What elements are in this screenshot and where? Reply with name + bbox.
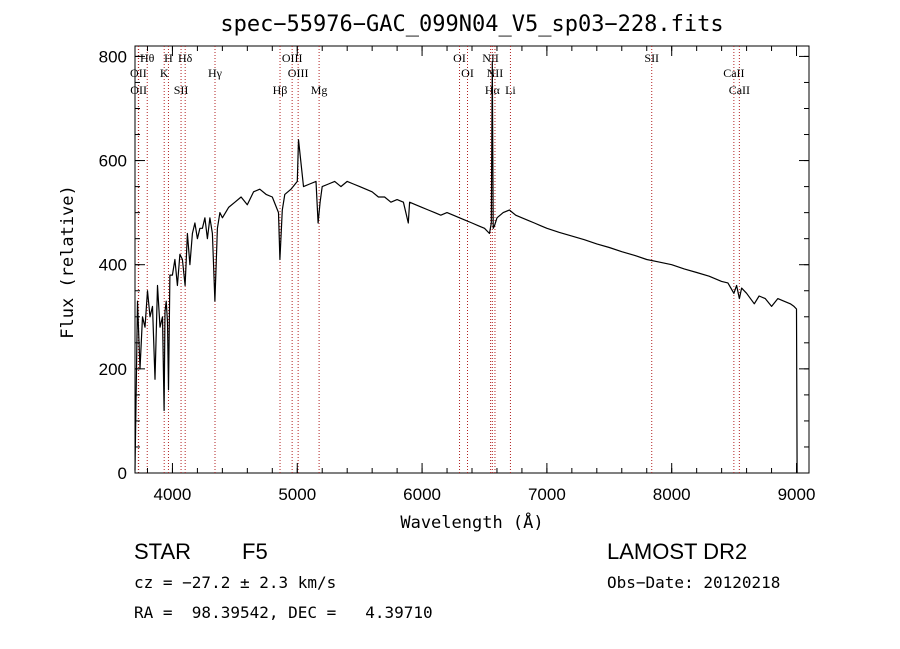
line-label: Hβ xyxy=(273,83,288,97)
line-label: NII xyxy=(487,66,504,80)
line-label: SII xyxy=(174,83,189,97)
spectrum-line xyxy=(134,60,798,474)
line-label: Mg xyxy=(311,83,328,97)
line-label: Hδ xyxy=(178,51,193,65)
x-tick-label: 4000 xyxy=(154,485,192,504)
object-class: STAR xyxy=(134,539,192,564)
redshift-text: cz = −27.2 ± 2.3 km/s xyxy=(134,573,337,592)
line-label: Hθ xyxy=(140,51,155,65)
line-label: Li xyxy=(505,83,516,97)
plot-frame xyxy=(134,45,810,474)
x-tick-label: 8000 xyxy=(653,485,691,504)
plot-area: HθOIIOIIHKSIIHδHγHβOIIIOIIIMgOIOIHαNIINI… xyxy=(99,45,816,504)
line-label: NII xyxy=(482,51,499,65)
x-tick-label: 5000 xyxy=(278,485,316,504)
line-label: OI xyxy=(453,51,466,65)
chart-title: spec−55976−GAC_099N04_V5_sp03−228.fits xyxy=(220,12,723,37)
line-label: SII xyxy=(644,51,659,65)
line-label: OIII xyxy=(282,51,303,65)
line-label: H xyxy=(164,51,173,65)
line-label: OII xyxy=(130,83,147,97)
x-tick-label: 7000 xyxy=(528,485,566,504)
y-tick-label: 200 xyxy=(99,360,127,379)
line-label: OI xyxy=(461,66,474,80)
x-tick-label: 6000 xyxy=(403,485,441,504)
line-label: OIII xyxy=(288,66,309,80)
x-axis-label: Wavelength (Å) xyxy=(400,511,543,533)
y-tick-label: 600 xyxy=(99,152,127,171)
y-axis-label: Flux (relative) xyxy=(58,185,78,339)
obs-date-text: Obs−Date: 20120218 xyxy=(607,573,781,592)
coordinates-text: RA = 98.39542, DEC = 4.39710 xyxy=(134,603,433,622)
y-tick-label: 800 xyxy=(99,47,127,66)
line-label: CaII xyxy=(723,66,744,80)
x-tick-label: 9000 xyxy=(778,485,816,504)
y-tick-label: 0 xyxy=(118,464,127,483)
line-label: CaII xyxy=(729,83,750,97)
y-tick-label: 400 xyxy=(99,256,127,275)
line-label: Hγ xyxy=(208,66,223,80)
line-label: K xyxy=(160,66,169,80)
survey-name: LAMOST DR2 xyxy=(607,539,748,564)
object-subclass: F5 xyxy=(242,539,268,564)
